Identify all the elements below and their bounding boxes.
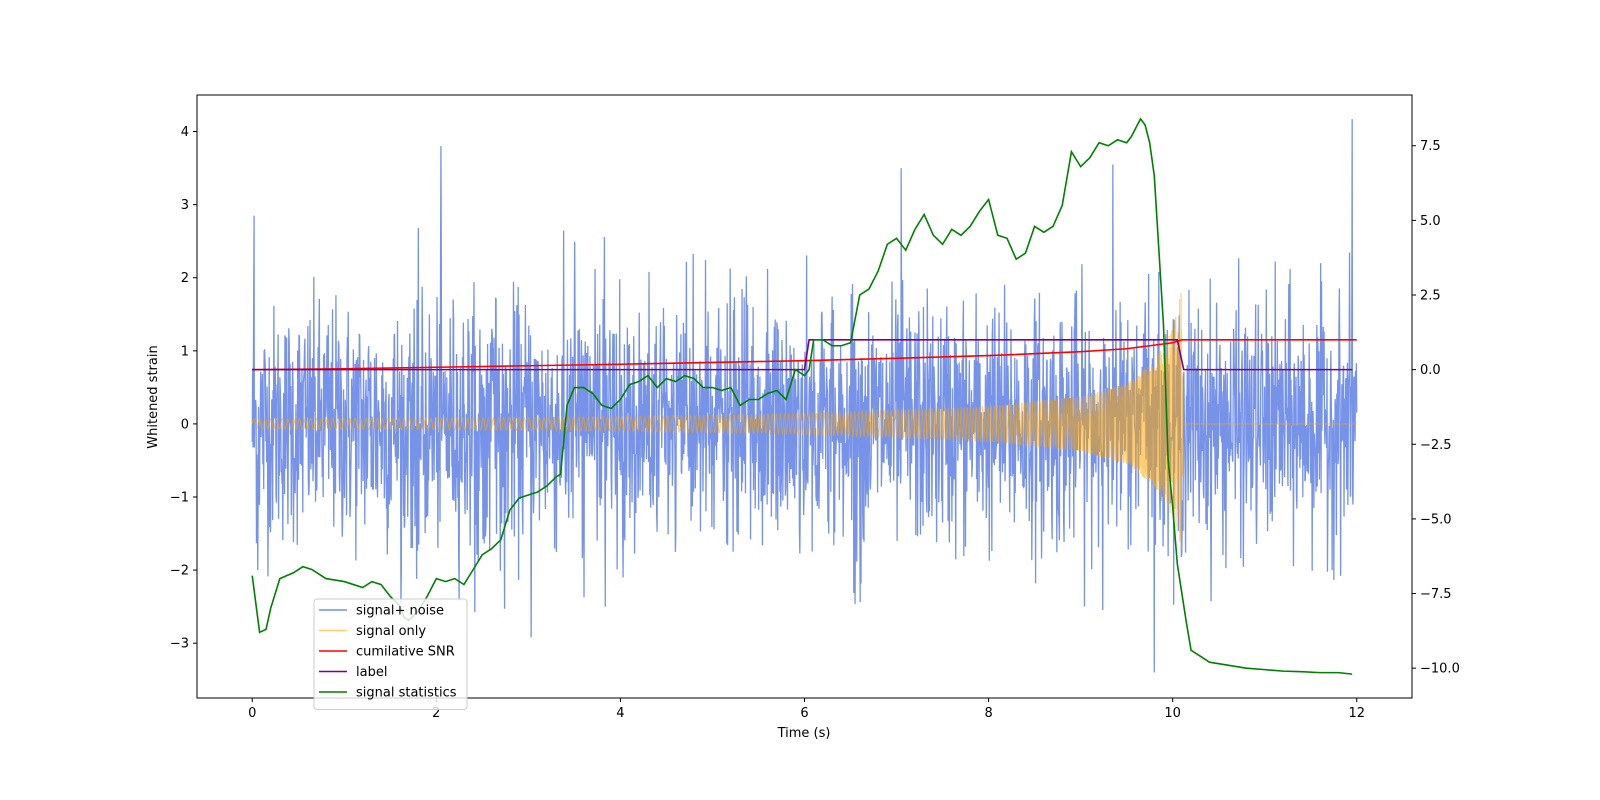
y-tick-label: 2 <box>181 271 189 286</box>
x-tick-label: 0 <box>248 706 256 721</box>
legend-entry-label: cumilative SNR <box>356 645 455 660</box>
axis-ticks: 0 2 4 6 8 10 12−3−2−101234−10.0−7.5−5.0−2.50.0… <box>170 125 1460 721</box>
y-right-tick-label: 2.5 <box>1420 289 1441 304</box>
x-axis-label: Time (s) <box>777 726 831 741</box>
y-right-tick-label: −2.5 <box>1420 438 1452 453</box>
y-right-tick-label: 5.0 <box>1420 214 1441 229</box>
plot-area <box>251 117 1358 675</box>
x-tick-label: 4 <box>616 706 624 721</box>
y-right-tick-label: −5.0 <box>1420 512 1452 527</box>
series-signal-statistics-line <box>251 117 1353 675</box>
y-right-tick-label: −7.5 <box>1420 587 1452 602</box>
series-cumulative-snr-line <box>252 338 1357 371</box>
legend-entry-label: signal only <box>356 624 426 639</box>
x-tick-label: 8 <box>984 706 992 721</box>
legend-entry-label: label <box>356 665 387 680</box>
y-tick-label: 1 <box>181 344 189 359</box>
y-tick-label: 4 <box>181 125 189 140</box>
y-right-tick-label: 0.0 <box>1420 363 1441 378</box>
x-tick-label: 2 <box>432 706 440 721</box>
y-tick-label: −1 <box>170 491 189 506</box>
legend: signal+ noise signal only cumilative SNR la… <box>313 598 468 710</box>
y-tick-label: 0 <box>181 417 189 432</box>
legend-box <box>313 598 468 710</box>
y-tick-label: −2 <box>170 564 189 579</box>
x-tick-label: 6 <box>800 706 808 721</box>
series-signal-only-line <box>251 292 1357 549</box>
legend-entry-label: signal statistics <box>356 686 457 701</box>
legend-entry-label: signal+ noise <box>356 604 444 619</box>
y-tick-label: 3 <box>181 198 189 213</box>
y-axis-label: Whitened strain <box>146 345 161 448</box>
y-tick-label: −3 <box>170 637 189 652</box>
x-tick-label: 12 <box>1348 706 1365 721</box>
y-right-tick-label: 7.5 <box>1420 139 1441 154</box>
x-tick-label: 10 <box>1164 706 1181 721</box>
y-right-tick-label: −10.0 <box>1420 662 1460 677</box>
series-label-line <box>252 338 1353 371</box>
